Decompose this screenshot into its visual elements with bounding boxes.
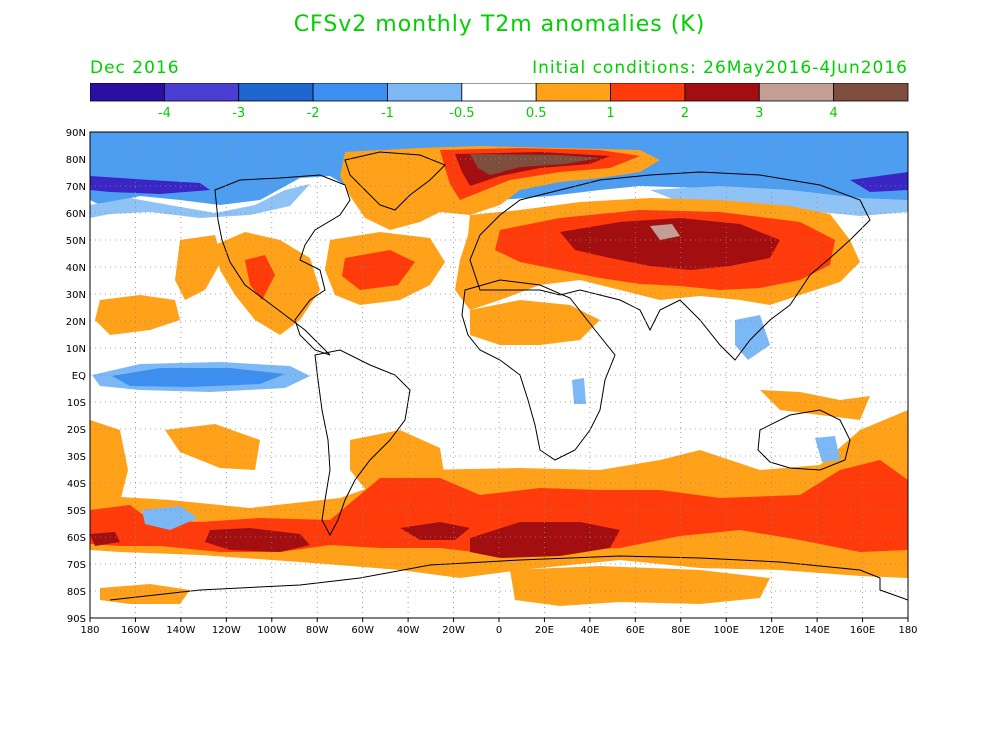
- central-asia-extreme: [650, 224, 680, 240]
- antarctic-warm: [510, 566, 770, 606]
- longitude-tick-label: 20W: [442, 625, 465, 636]
- longitude-tick-label: 20E: [535, 625, 554, 636]
- longitude-axis: 180 160W 140W 120W 100W 80W 60W 40W 20W 0 20E 40E 60…: [80, 618, 918, 636]
- latitude-tick-label: 20S: [67, 425, 86, 436]
- latitude-tick-label: 10S: [67, 398, 86, 409]
- latitude-tick-label: 40S: [67, 479, 86, 490]
- colorbar-tick-label: -0.5: [449, 106, 474, 119]
- colorbar-tick-label: -3: [232, 106, 245, 119]
- longitude-tick-label: 40W: [397, 625, 420, 636]
- north-america-coast: [214, 174, 351, 356]
- graticule: [90, 132, 908, 618]
- colorbar-swatch: [833, 83, 909, 102]
- latitude-tick-label: 10N: [66, 344, 86, 355]
- latitude-tick-label: 80S: [67, 587, 86, 598]
- latitude-tick-label: 70N: [66, 182, 86, 193]
- initial-conditions-label: Initial conditions: 26May2016-4Jun2016: [532, 58, 908, 78]
- latitude-tick-label: EQ: [72, 371, 86, 382]
- latitude-tick-label: 90N: [66, 128, 86, 139]
- latitude-tick-label: 30S: [67, 452, 86, 463]
- latitude-tick-label: 20N: [66, 317, 86, 328]
- longitude-tick-label: 120W: [212, 625, 241, 636]
- south-atlantic-very-hot: [400, 522, 470, 540]
- longitude-tick-label: 120E: [759, 625, 784, 636]
- latitude-tick-label: 60S: [67, 533, 86, 544]
- valid-month-label: Dec 2016: [90, 58, 180, 78]
- colorbar-tick-label: -2: [307, 106, 320, 119]
- central-asia-very-hot: [560, 218, 780, 270]
- colorbar-tick-label: 4: [829, 106, 837, 119]
- north-atlantic-hot: [342, 250, 415, 290]
- colorbar-tick-label: 2: [681, 106, 689, 119]
- longitude-tick-label: 40E: [580, 625, 599, 636]
- colorbar-tick-label: 1: [606, 106, 614, 119]
- longitude-tick-label: 100E: [714, 625, 739, 636]
- australia-coast: [757, 409, 851, 471]
- longitude-tick-label: 160W: [121, 625, 150, 636]
- arctic-light-cold-fringe: [90, 184, 310, 218]
- colorbar-tick-label: -4: [158, 106, 171, 119]
- equatorial-pacific-cold-core: [112, 368, 285, 387]
- latitude-axis: 90N 80N 70N 60N 50N 40N 30N 20N 10N EQ 10S 20S 30S 40…: [66, 128, 86, 625]
- colorbar: -4 -3 -2 -1 -0.5 0.5 1 2 3 4: [90, 83, 909, 119]
- latitude-tick-label: 80N: [66, 155, 86, 166]
- longitude-tick-label: 60W: [351, 625, 374, 636]
- central-pacific-warm: [175, 235, 222, 300]
- eurasia-coast: [469, 171, 871, 361]
- latitude-tick-label: 50N: [66, 236, 86, 247]
- south-indian-very-hot: [470, 522, 620, 558]
- map-title: CFSv2 monthly T2m anomalies (K): [293, 12, 706, 37]
- siberia-cold-fringe: [650, 186, 908, 216]
- longitude-tick-label: 180: [80, 625, 99, 636]
- greenland-coast: [344, 151, 446, 211]
- longitude-tick-label: 60E: [626, 625, 645, 636]
- longitude-tick-label: 80E: [671, 625, 690, 636]
- latitude-tick-label: 70S: [67, 560, 86, 571]
- western-us-hot: [245, 255, 275, 300]
- latitude-tick-label: 60N: [66, 209, 86, 220]
- australia-cool-spot: [815, 436, 840, 462]
- colorbar-tick-label: 0.5: [526, 106, 547, 119]
- east-siberia-deep-cold: [850, 172, 908, 192]
- africa-cool-spot: [572, 378, 586, 404]
- north-pacific-warm-strip: [95, 295, 180, 335]
- longitude-tick-label: 140W: [166, 625, 195, 636]
- indian-ocean-warm: [760, 390, 870, 420]
- longitude-tick-label: 80W: [306, 625, 329, 636]
- south-pacific-very-hot: [205, 528, 310, 552]
- latitude-tick-label: 40N: [66, 263, 86, 274]
- latitude-tick-label: 30N: [66, 290, 86, 301]
- colorbar-tick-label: 3: [755, 106, 763, 119]
- southwest-pacific-warm: [90, 420, 128, 520]
- longitude-tick-label: 160E: [850, 625, 875, 636]
- colorbar-tick-label: -1: [381, 106, 394, 119]
- south-pacific-warm: [165, 424, 260, 470]
- barents-extreme: [470, 154, 600, 175]
- longitude-tick-label: 0: [496, 625, 502, 636]
- north-pacific-deep-cold: [90, 176, 210, 194]
- longitude-tick-label: 180: [898, 625, 917, 636]
- south-pacific-cold-spot: [142, 506, 198, 530]
- south-pacific-far-west-hot: [90, 532, 120, 546]
- latitude-tick-label: 50S: [67, 506, 86, 517]
- africa-coast: [461, 279, 616, 461]
- north-africa-warm: [470, 300, 600, 345]
- longitude-tick-label: 140E: [804, 625, 829, 636]
- antarctica-coast: [109, 555, 908, 601]
- latitude-tick-label: 90S: [67, 614, 86, 625]
- coastlines: [109, 151, 908, 601]
- longitude-tick-label: 100W: [257, 625, 286, 636]
